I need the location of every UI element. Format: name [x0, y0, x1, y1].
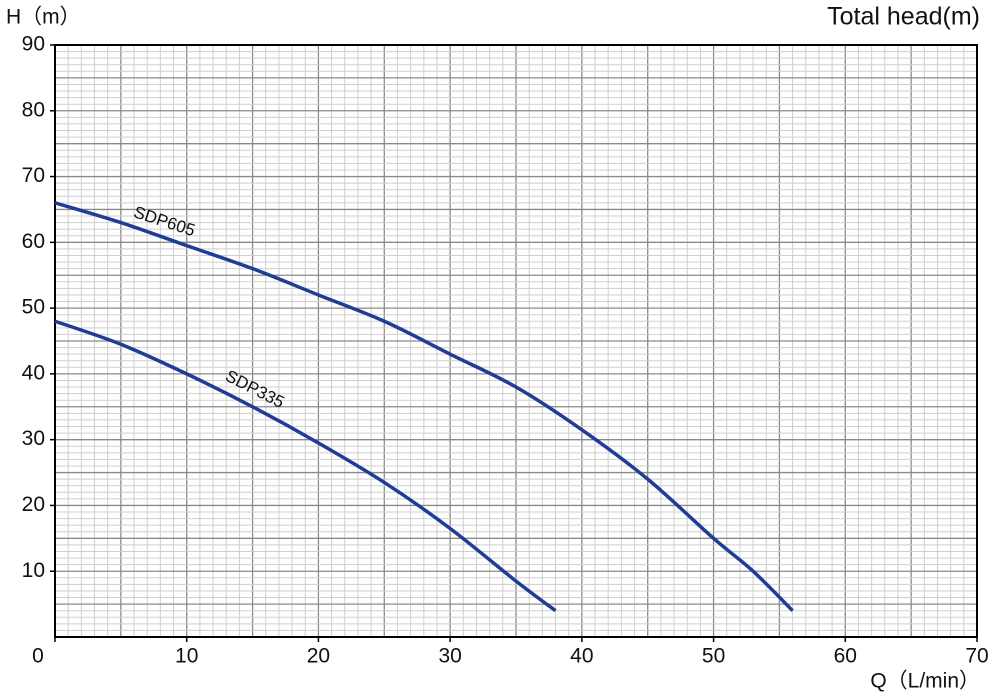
y-tick-label: 80 — [22, 98, 45, 121]
x-tick-label: 30 — [438, 645, 461, 668]
plot-border — [54, 44, 978, 638]
x-tick-label: 0 — [32, 645, 44, 668]
y-tick-label: 20 — [22, 493, 45, 516]
series-line — [54, 201, 794, 612]
x-tick-label: 70 — [965, 645, 988, 668]
series-label: SDP335 — [222, 366, 287, 412]
x-tick-label: 10 — [175, 645, 198, 668]
y-tick-label: 70 — [22, 164, 45, 187]
y-tick-label: 90 — [22, 33, 45, 56]
chart-title: Total head(m) — [827, 3, 980, 31]
y-tick-label: 10 — [22, 559, 45, 582]
series-label: SDP605 — [131, 203, 197, 241]
x-axis-label: Q（L/min） — [870, 670, 980, 693]
y-axis-label: H（m） — [6, 6, 81, 29]
x-tick-label: 20 — [307, 645, 330, 668]
y-tick-label: 50 — [22, 296, 45, 319]
x-tick-label: 60 — [834, 645, 857, 668]
y-tick-label: 40 — [22, 361, 45, 384]
y-tick-label: 30 — [22, 427, 45, 450]
y-tick-label: 60 — [22, 230, 45, 253]
x-tick-label: 40 — [570, 645, 593, 668]
x-tick-label: 50 — [702, 645, 725, 668]
series-line — [54, 319, 557, 613]
